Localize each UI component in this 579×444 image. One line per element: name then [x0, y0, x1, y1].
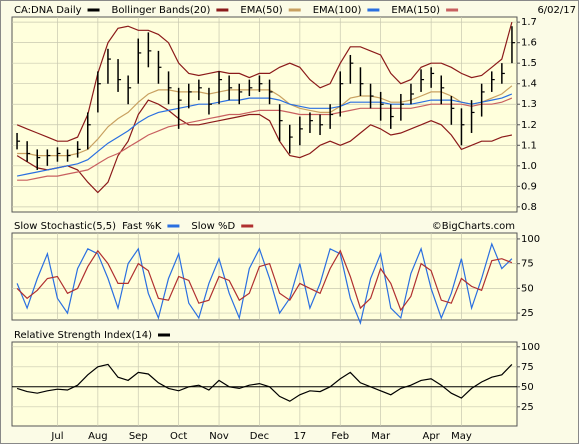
x-tick-label: Apr [422, 431, 440, 442]
legend-label: EMA(100) [313, 5, 362, 16]
y-tick-label: 1.4 [521, 79, 537, 90]
x-tick-label: May [451, 431, 472, 442]
plot-area [11, 16, 518, 213]
plot-area [11, 341, 518, 427]
panel-title: Slow Stochastic(5,5) [14, 221, 116, 232]
series-line [16, 242, 513, 325]
ema-line [17, 97, 513, 181]
y-tick-label: 25 [521, 402, 534, 413]
y-tick-label: 75 [521, 362, 534, 373]
y-tick-label: 1.2 [521, 120, 537, 131]
series-line [16, 249, 513, 312]
legend-label: EMA(150) [391, 5, 440, 16]
y-tick-label: 1.0 [521, 161, 537, 172]
x-tick-label: Jul [50, 431, 63, 442]
y-tick-label: 100 [521, 234, 540, 245]
y-tick-label: 0.8 [521, 202, 537, 213]
y-tick-label: 25 [521, 308, 534, 319]
legend-label: Slow %D [191, 221, 235, 232]
legend-label: CA:DNA Daily [14, 5, 82, 16]
legend-label: Bollinger Bands(20) [112, 5, 211, 16]
y-tick-label: 0.9 [521, 181, 537, 192]
y-tick-label: 75 [521, 259, 534, 270]
panel-title: Relative Strength Index(14) [14, 330, 152, 341]
x-tick-label: 17 [293, 431, 306, 442]
x-tick-label: Dec [250, 431, 269, 442]
ema-line [17, 85, 513, 157]
series-line [16, 363, 513, 402]
source-label: ©BigCharts.com [432, 221, 515, 232]
y-tick-label: 100 [521, 342, 540, 353]
bollinger-lower [16, 99, 513, 194]
x-tick-label: Mar [371, 431, 391, 442]
y-tick-label: 50 [521, 283, 534, 294]
y-tick-label: 1.3 [521, 99, 537, 110]
y-tick-label: 1.1 [521, 140, 537, 151]
x-tick-label: Oct [170, 431, 187, 442]
y-tick-label: 1.7 [521, 17, 537, 28]
x-tick-label: Feb [331, 431, 349, 442]
y-tick-label: 1.6 [521, 38, 537, 49]
plot-area [11, 232, 518, 321]
ema-line [16, 93, 513, 177]
legend-label: Fast %K [122, 221, 162, 232]
x-tick-label: Nov [209, 431, 229, 442]
x-tick-label: Aug [88, 431, 108, 442]
y-tick-label: 1.5 [521, 58, 537, 69]
legend-label: EMA(50) [240, 5, 282, 16]
date-label: 6/02/17 [537, 5, 576, 16]
y-tick-label: 50 [521, 382, 534, 393]
bollinger-upper [16, 21, 513, 142]
x-tick-label: Sep [129, 431, 148, 442]
